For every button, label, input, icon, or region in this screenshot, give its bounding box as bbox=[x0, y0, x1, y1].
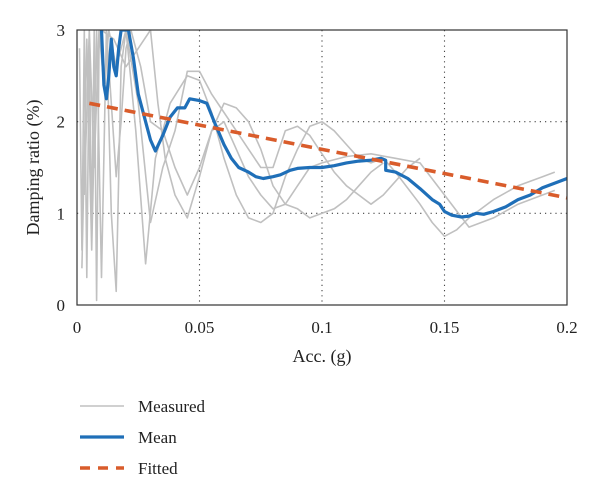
x-tick-label: 0.1 bbox=[311, 318, 332, 337]
y-tick-label: 0 bbox=[57, 296, 66, 315]
measured-line-1 bbox=[78, 30, 556, 302]
x-tick-label: 0.2 bbox=[556, 318, 577, 337]
fitted-line bbox=[88, 101, 567, 200]
x-tick-label: 0 bbox=[73, 318, 82, 337]
x-axis-label: Acc. (g) bbox=[293, 346, 352, 367]
x-tick-label: 0.05 bbox=[185, 318, 215, 337]
legend: Measured Mean Fitted bbox=[80, 397, 206, 478]
x-tick-label: 0.15 bbox=[430, 318, 460, 337]
measured-line-4 bbox=[101, 30, 384, 219]
y-tick-label: 1 bbox=[57, 204, 66, 223]
y-tick-label: 2 bbox=[57, 113, 66, 132]
measured-line-2 bbox=[81, 30, 556, 293]
legend-label: Fitted bbox=[138, 459, 178, 478]
legend-label: Measured bbox=[138, 397, 206, 416]
y-axis-label: Damping ratio (%) bbox=[23, 100, 44, 236]
series-layer bbox=[78, 30, 567, 302]
plot-frame bbox=[76, 29, 568, 306]
y-tick-label: 3 bbox=[57, 21, 66, 40]
tick-labels: 0 0.05 0.1 0.15 0.2 0 1 2 3 bbox=[57, 21, 578, 337]
legend-label: Mean bbox=[138, 428, 177, 447]
mean-line bbox=[99, 30, 567, 219]
